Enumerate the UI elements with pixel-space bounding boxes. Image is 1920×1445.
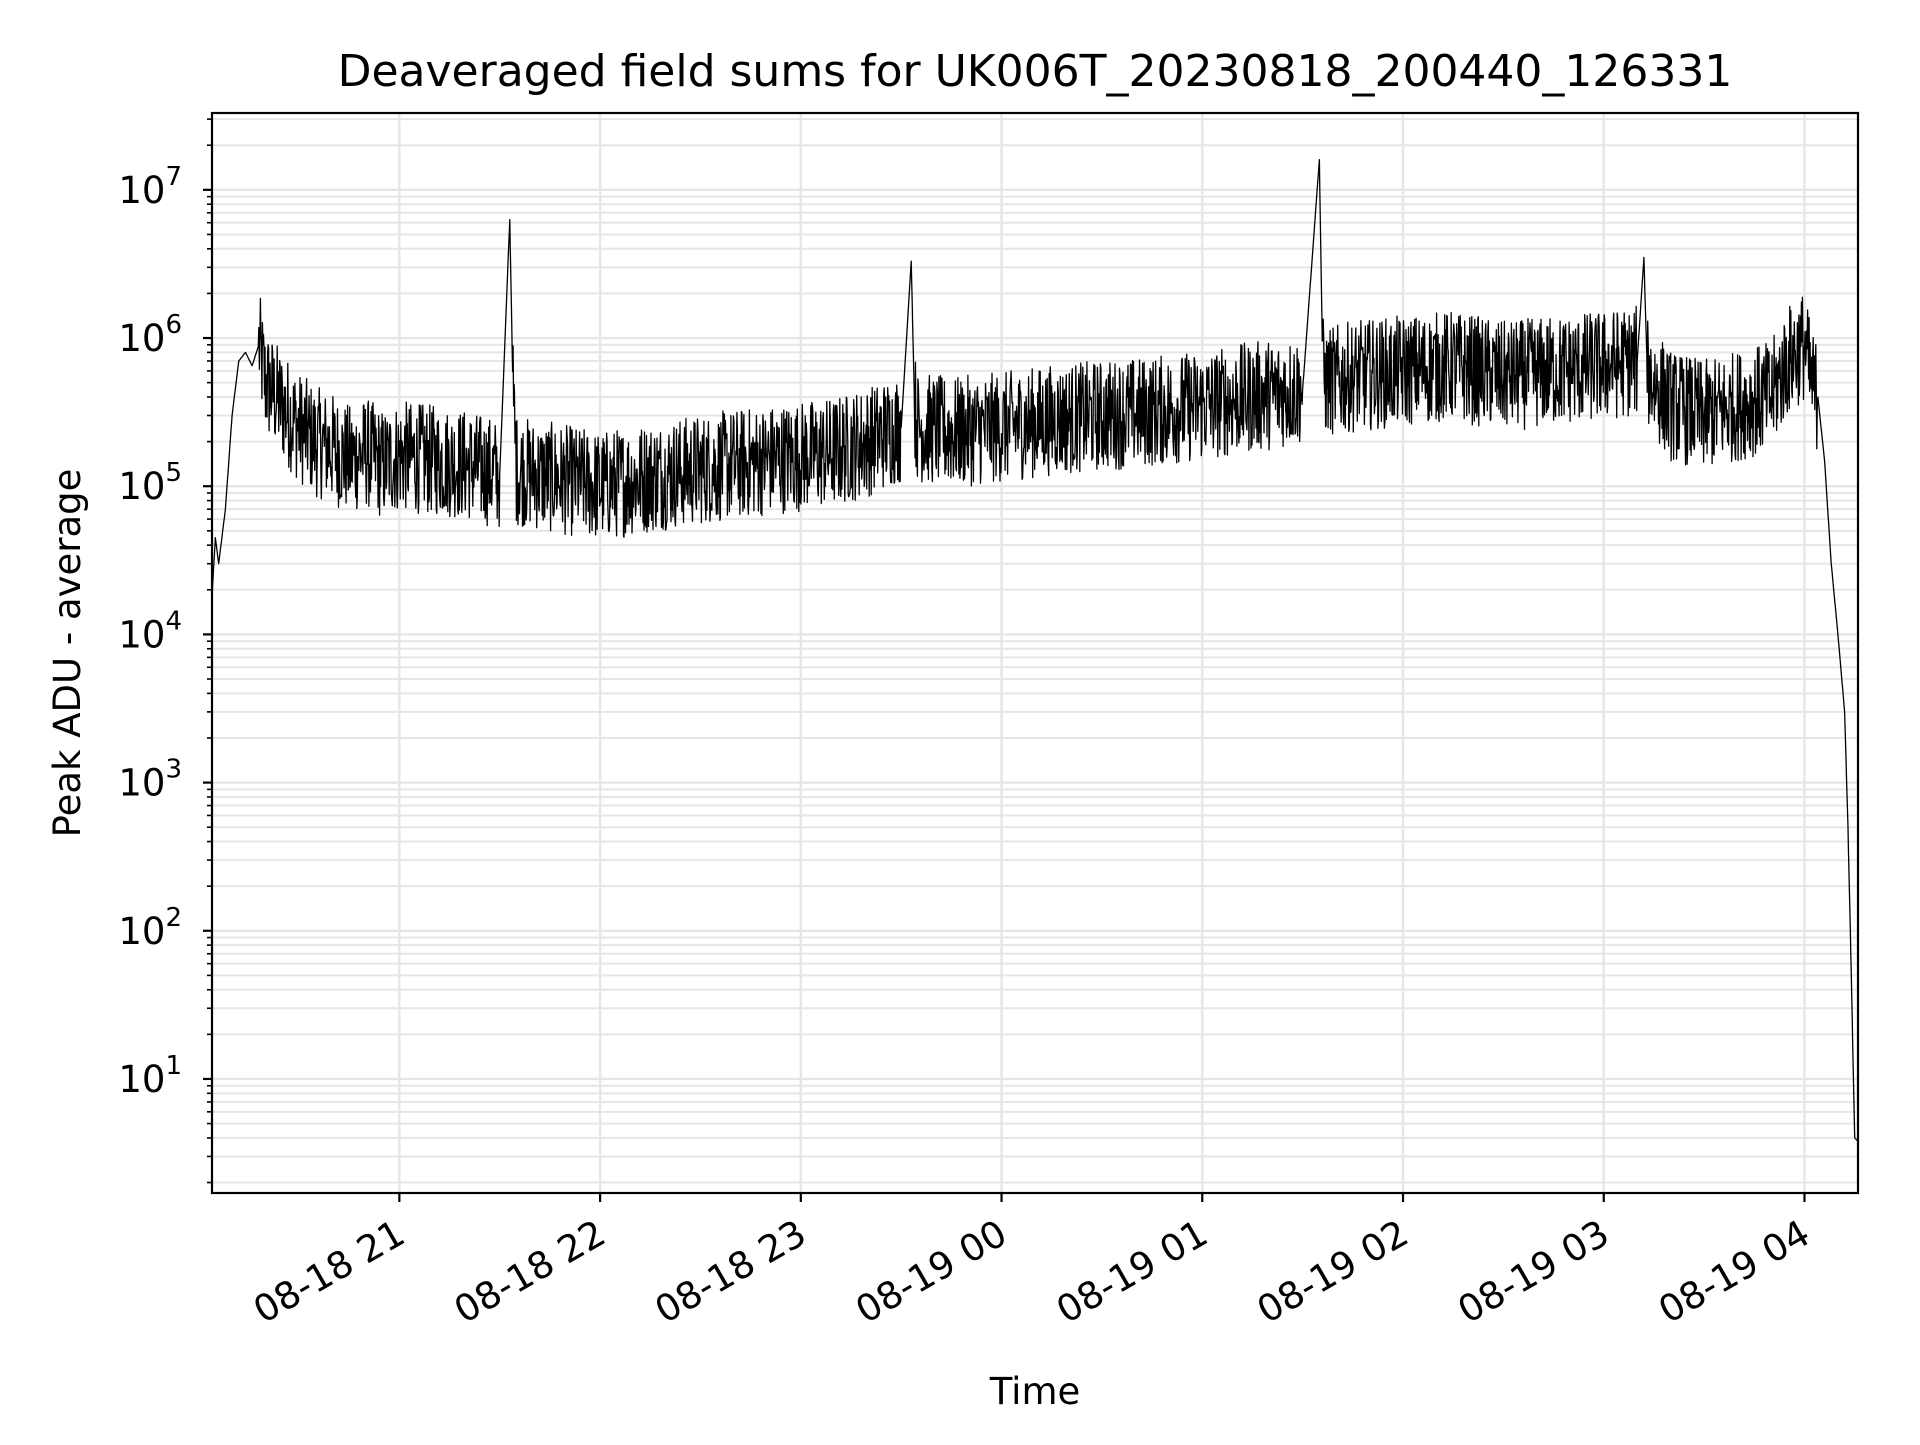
y-tick-exponent: 5: [165, 458, 182, 488]
y-tick-exponent: 6: [165, 310, 182, 340]
y-axis-label: Peak ADU - average: [46, 469, 89, 838]
y-tick-label: 104: [118, 606, 182, 656]
y-tick-exponent: 1: [165, 1051, 182, 1081]
y-tick-exponent: 7: [165, 162, 182, 192]
y-tick-label: 107: [118, 162, 182, 212]
y-tick-exponent: 4: [165, 606, 182, 636]
series-layer: [211, 158, 1859, 1142]
y-tick-exponent: 2: [165, 903, 182, 933]
y-tick-exponent: 3: [165, 755, 182, 785]
grid-layer: [212, 113, 1858, 1193]
plot-frame: [210, 111, 1860, 1195]
x-axis-label: Time: [989, 1370, 1081, 1413]
chart-title: Deaveraged field sums for UK006T_2023081…: [338, 46, 1733, 97]
series-line: [211, 158, 1859, 1142]
